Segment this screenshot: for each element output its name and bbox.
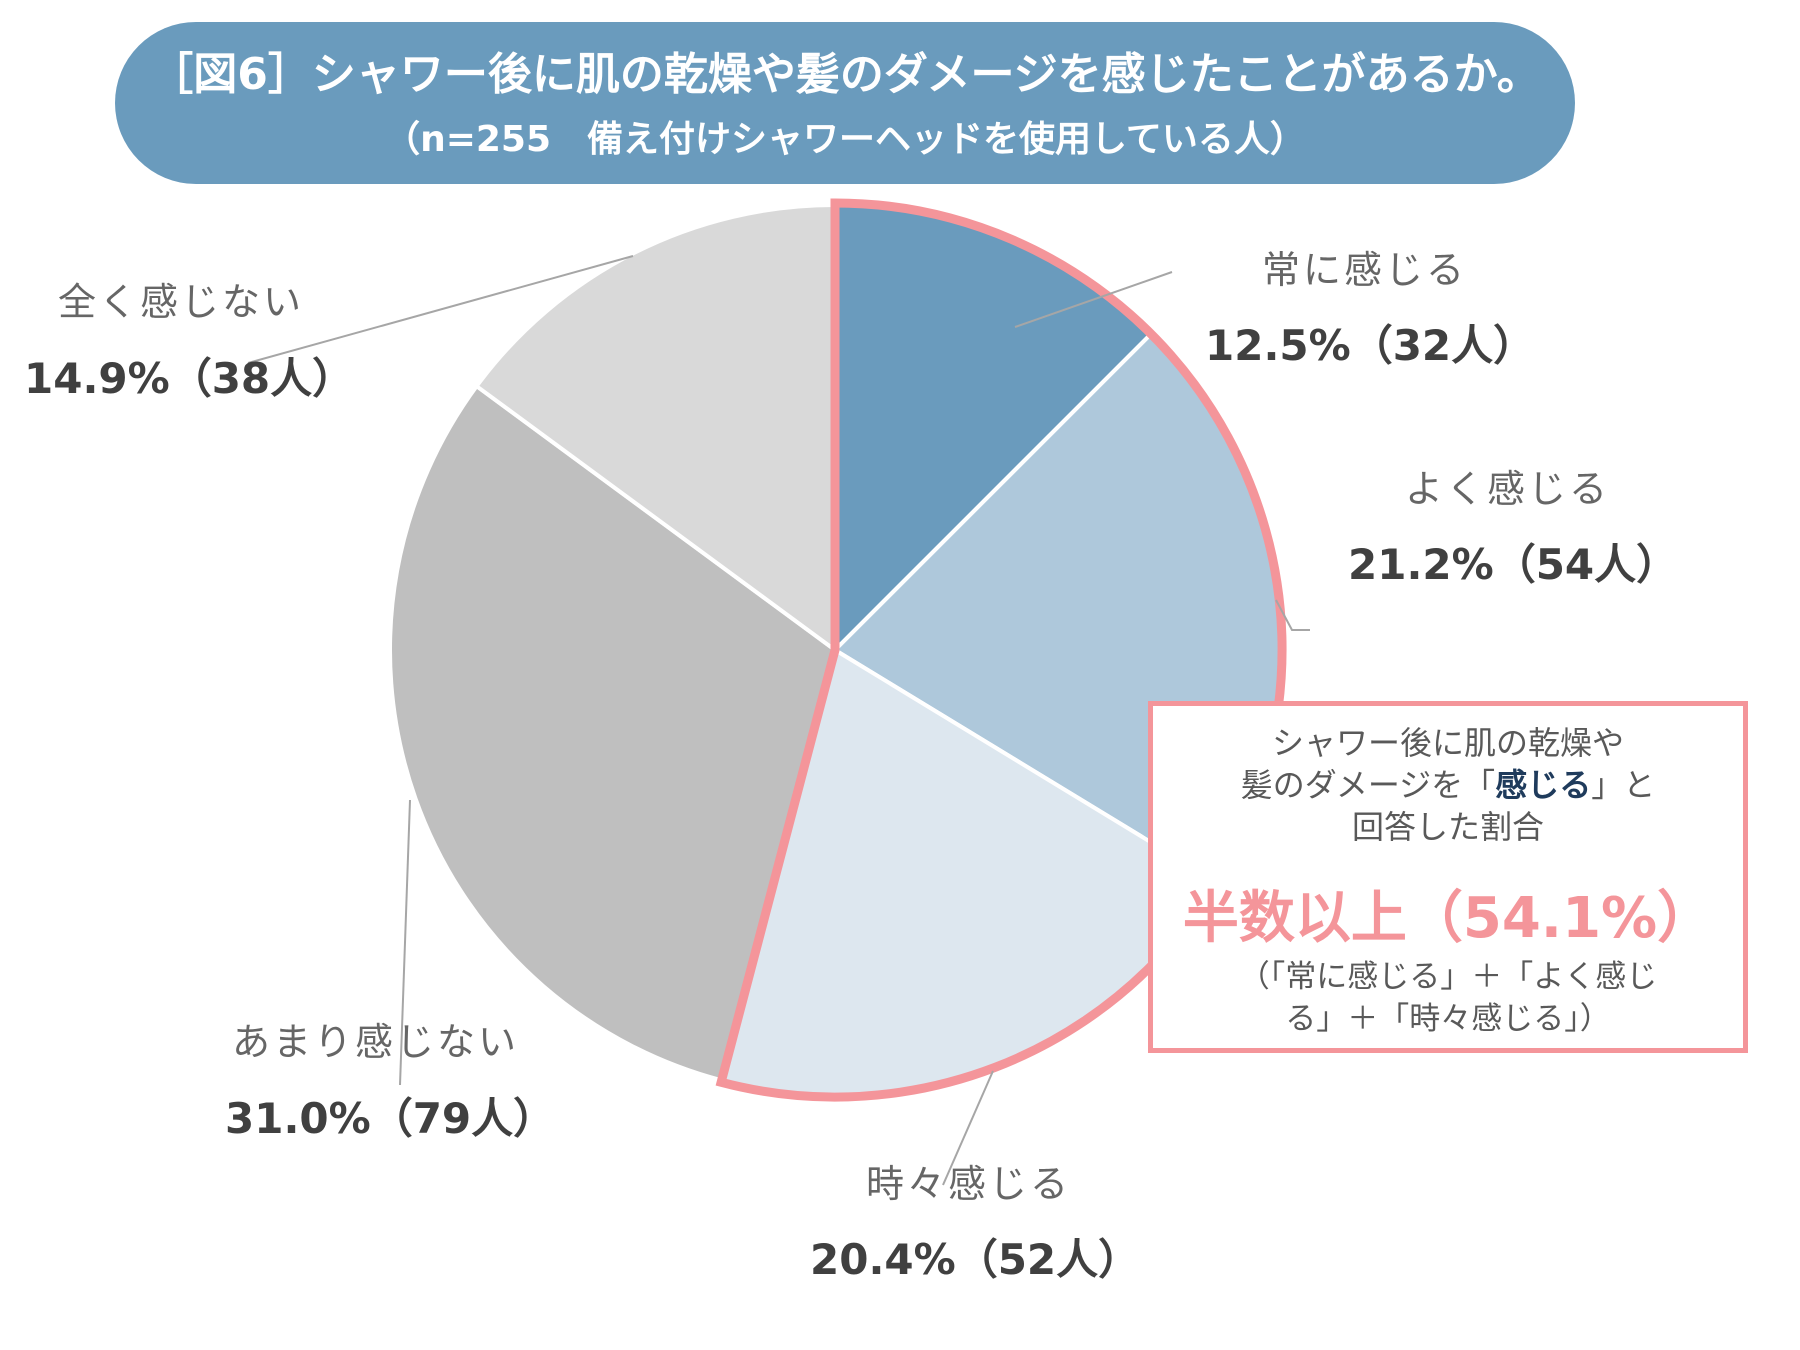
value-rarely: 31.0%（79人） [225,1094,555,1143]
callout-description: シャワー後に肌の乾燥や 髪のダメージを「感じる」と 回答した割合 [1153,722,1743,848]
callout-line-3: 回答した割合 [1351,808,1544,846]
value-often: 21.2%（54人） [1348,540,1678,589]
chart-subtitle: （n=255 備え付けシャワーヘッドを使用している人） [384,119,1306,160]
pie-slice-3 [388,384,837,1083]
value-sometimes: 20.4%（52人） [810,1235,1140,1284]
pie-slice-4 [474,203,837,652]
callout-note-line-2: る」＋「時々感じる」） [1285,1001,1611,1037]
label-often: よく感じる [1405,467,1610,511]
leader-line-3 [399,799,411,1086]
leader-line-0 [1014,271,1173,328]
callout-line-2-post: 」と [1591,766,1656,804]
callout-highlight: 半数以上（54.1%） [1182,886,1714,951]
callout-note: （「常に感じる」＋「よく感じ る」＋「時々感じる」） [1153,956,1743,1040]
title-banner: ［図6］シャワー後に肌の乾燥や髪のダメージを感じたことがあるか。 （n=255 … [115,22,1575,184]
chart-title: ［図6］シャワー後に肌の乾燥や髪のダメージを感じたことがあるか。 [149,49,1541,100]
leader-line-2 [942,1070,994,1186]
leader-lines [247,255,1310,1186]
callout-line-2: 髪のダメージを「感じる」と [1153,764,1743,806]
label-always: 常に感じる [1262,248,1467,292]
value-never: 14.9%（38人） [24,354,354,403]
callout-note-line-1: （「常に感じる」＋「よく感じ [1238,959,1658,995]
label-sometimes: 時々感じる [866,1162,1071,1206]
callout-emphasis: 感じる [1495,766,1592,804]
label-rarely: あまり感じない [232,1020,519,1064]
leader-line-1 [1275,599,1310,631]
summary-callout: シャワー後に肌の乾燥や 髪のダメージを「感じる」と 回答した割合 半数以上（54… [1148,701,1748,1053]
label-never: 全く感じない [58,280,304,324]
callout-line-1: シャワー後に肌の乾燥や [1271,724,1624,762]
value-always: 12.5%（32人） [1205,321,1535,370]
callout-line-2-pre: 髪のダメージを「 [1240,766,1496,804]
leader-line-4 [247,255,634,364]
